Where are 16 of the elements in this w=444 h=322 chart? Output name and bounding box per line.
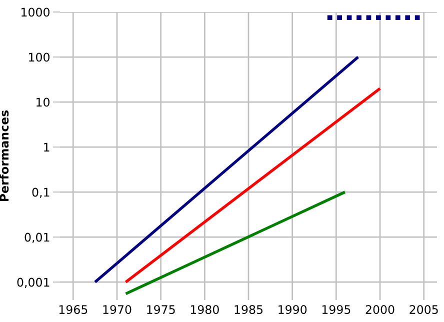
x-tick-label: 1965 bbox=[59, 305, 88, 314]
x-tick-label: 2005 bbox=[410, 305, 438, 314]
x-tick-label: 1970 bbox=[103, 305, 132, 314]
x-tick-label: 1985 bbox=[234, 305, 262, 314]
y-tick-label: 100 bbox=[29, 52, 50, 62]
y-tick-label: 0,01 bbox=[24, 232, 50, 243]
y-tick-label: 1000 bbox=[22, 8, 50, 17]
x-tick-label: 1975 bbox=[147, 305, 175, 314]
x-tick-label: 2000 bbox=[366, 305, 394, 314]
y-tick-label: 0,1 bbox=[32, 188, 50, 198]
y-tick-label: 1 bbox=[44, 142, 50, 152]
x-tick-label: 1990 bbox=[278, 305, 307, 314]
y-tick-label: 0,001 bbox=[17, 278, 50, 288]
x-tick-label: 1980 bbox=[190, 305, 219, 314]
y-tick-label: 10 bbox=[36, 98, 50, 107]
x-tick-label: 1995 bbox=[322, 305, 350, 314]
